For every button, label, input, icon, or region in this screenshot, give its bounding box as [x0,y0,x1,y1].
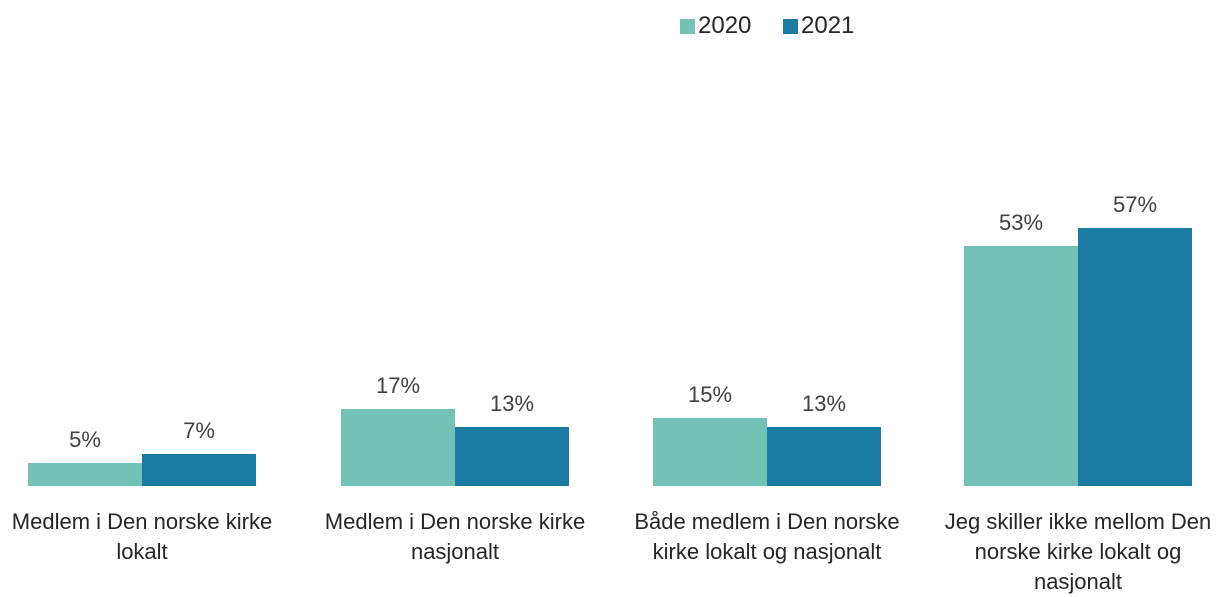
legend-swatch [680,19,695,34]
bar [653,418,767,486]
bar [767,427,881,486]
data-label: 15% [687,382,733,408]
bar [1078,228,1192,486]
data-label: 13% [801,391,847,417]
legend-swatch [783,19,798,34]
bar [142,454,256,486]
bar [455,427,569,486]
data-label: 57% [1112,192,1158,218]
x-tick-label: Medlem i Den norske kirke lokalt [11,509,273,564]
x-tick-label: Jeg skiller ikke mellom Den norske kirke… [944,509,1212,594]
data-label: 13% [489,391,535,417]
data-label: 7% [183,418,215,444]
x-tick-label: Medlem i Den norske kirke nasjonalt [324,509,586,564]
x-tick-label: Både medlem i Den norske kirke lokalt og… [634,509,900,564]
data-label: 5% [69,427,101,453]
bar [341,409,455,486]
legend-label: 2020 [698,12,752,39]
legend-label: 2021 [801,12,855,39]
bar [28,463,142,486]
bar [964,246,1078,486]
data-label: 53% [998,210,1044,236]
data-label: 17% [375,373,421,399]
